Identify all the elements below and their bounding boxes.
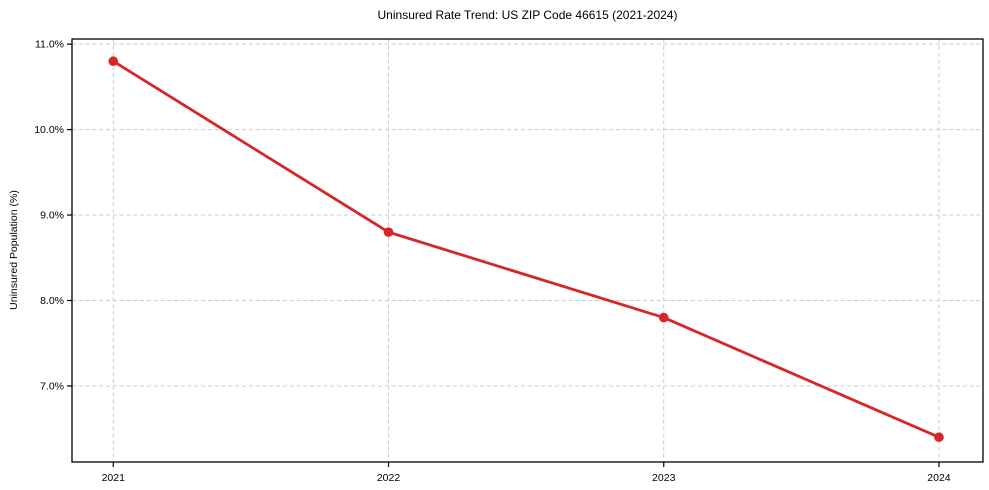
data-point-marker <box>658 312 669 323</box>
y-tick-label: 11.0% <box>35 39 64 51</box>
data-point-marker <box>383 227 394 237</box>
y-tick-label: 7.0% <box>40 380 64 392</box>
y-tick-label: 9.0% <box>40 210 64 222</box>
x-tick-label: 2022 <box>377 472 401 484</box>
data-point-marker <box>934 432 944 443</box>
trend-line <box>111 59 941 439</box>
x-tick-label: 2024 <box>927 472 951 484</box>
axes-frame <box>71 38 984 463</box>
x-tick-label: 2023 <box>652 472 676 484</box>
data-point-marker <box>108 56 119 67</box>
x-tick-label: 2021 <box>102 472 126 484</box>
y-tick-label: 8.0% <box>40 295 64 307</box>
chart-title: Uninsured Rate Trend: US ZIP Code 46615 … <box>377 8 678 22</box>
y-tick-label: 10.0% <box>34 124 64 136</box>
